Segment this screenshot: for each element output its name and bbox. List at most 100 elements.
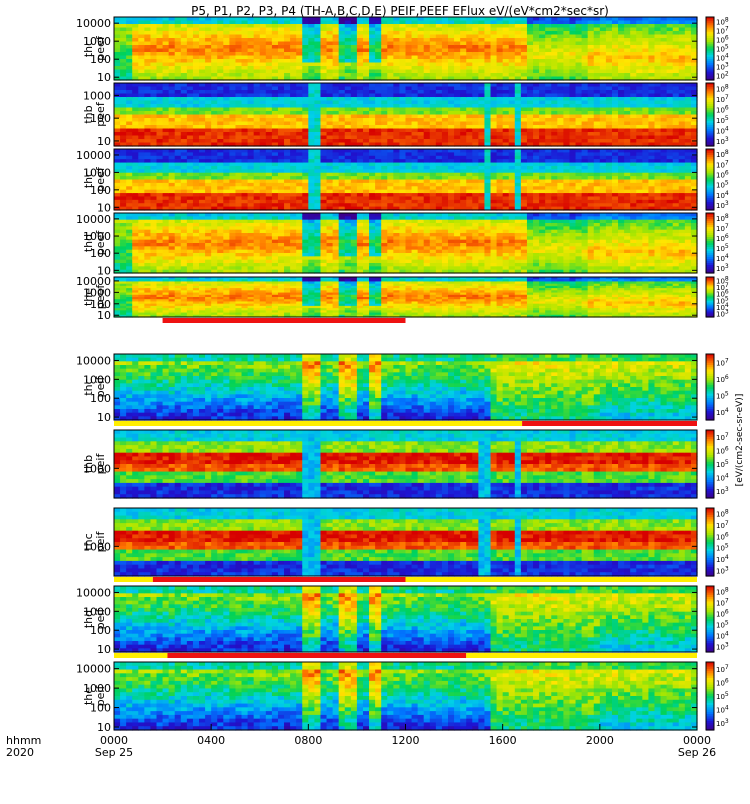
heatmap-cell [497,31,504,35]
heatmap-cell [345,111,352,115]
heatmap-cell [478,28,485,32]
heatmap-cell [399,73,406,77]
heatmap-cell [606,49,613,53]
heatmap-cell [448,56,455,60]
heatmap-cell [387,87,394,91]
heatmap-cell [387,28,394,32]
heatmap-cell [478,104,485,108]
heatmap-cell [381,90,388,94]
heatmap-cell [150,125,157,129]
heatmap-cell [150,139,157,143]
heatmap-cell [205,125,212,129]
heatmap-cell [150,56,157,60]
heatmap-cell [466,125,473,129]
heatmap-cell [399,94,406,98]
heatmap-cell [454,52,461,56]
heatmap-cell [363,38,370,42]
heatmap-cell [442,94,449,98]
heatmap-cell [381,139,388,143]
heatmap-cell [412,66,419,70]
heatmap-cell [448,125,455,129]
heatmap-cell [205,56,212,60]
heatmap-cell [648,45,655,49]
heatmap-cell [296,42,303,46]
heatmap-cell [654,17,661,21]
heatmap-cell [606,90,613,94]
heatmap-cell [442,132,449,136]
heatmap-cell [424,111,431,115]
heatmap-cell [521,101,528,105]
heatmap-cell [448,24,455,28]
heatmap-cell [418,45,425,49]
heatmap-cell [424,21,431,25]
heatmap-cell [284,111,291,115]
heatmap-cell [381,49,388,53]
heatmap-cell [576,136,583,140]
heatmap-cell [132,94,139,98]
heatmap-cell [229,125,236,129]
heatmap-cell [673,35,680,39]
heatmap-cell [406,66,413,70]
heatmap-cell [478,45,485,49]
heatmap-cell [484,17,491,21]
heatmap-cell [642,35,649,39]
heatmap-cell [569,63,576,67]
heatmap-cell [181,87,188,91]
heatmap-cell [454,87,461,91]
heatmap-cell [199,52,206,56]
heatmap-cell [654,87,661,91]
heatmap-cell [533,70,540,74]
heatmap-cell [278,38,285,42]
heatmap-cell [503,139,510,143]
heatmap-cell [654,31,661,35]
heatmap-cell [436,108,443,112]
heatmap-cell [667,35,674,39]
heatmap-cell [278,118,285,122]
heatmap-cell [375,38,382,42]
heatmap-cell [521,104,528,108]
heatmap-cell [430,17,437,21]
heatmap-cell [533,59,540,63]
heatmap-cell [606,59,613,63]
heatmap-cell [527,97,534,101]
heatmap-cell [320,104,327,108]
heatmap-cell [144,24,151,28]
heatmap-cell [576,132,583,136]
heatmap-cell [333,28,340,32]
heatmap-cell [442,115,449,119]
heatmap-cell [624,42,631,46]
heatmap-cell [132,83,139,87]
heatmap-cell [399,104,406,108]
heatmap-cell [205,63,212,67]
heatmap-cell [472,35,479,39]
heatmap-cell [430,97,437,101]
heatmap-cell [363,35,370,39]
heatmap-cell [654,42,661,46]
heatmap-cell [375,115,382,119]
heatmap-cell [320,97,327,101]
heatmap-cell [345,104,352,108]
heatmap-cell [320,31,327,35]
heatmap-cell [199,73,206,77]
heatmap-cell [624,56,631,60]
heatmap-cell [478,115,485,119]
heatmap-cell [424,136,431,140]
heatmap-cell [642,66,649,70]
heatmap-cell [278,115,285,119]
heatmap-cell [679,136,686,140]
heatmap-cell [648,111,655,115]
heatmap-cell [661,125,668,129]
heatmap-cell [284,94,291,98]
heatmap-cell [333,104,340,108]
heatmap-cell [576,21,583,25]
heatmap-cell [229,49,236,53]
heatmap-cell [260,63,267,67]
heatmap-cell [594,21,601,25]
heatmap-cell [126,63,133,67]
heatmap-cell [254,129,261,133]
heatmap-cell [320,90,327,94]
heatmap-cell [290,111,297,115]
heatmap-cell [478,35,485,39]
heatmap-cell [667,83,674,87]
heatmap-cell [266,63,273,67]
